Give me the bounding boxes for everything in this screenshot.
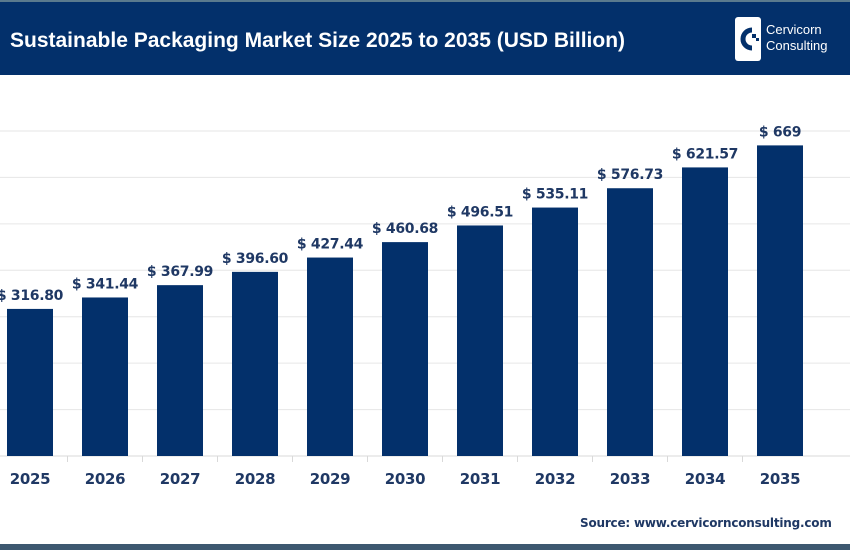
bar-2035 xyxy=(757,145,803,456)
data-label-2032: $ 535.11 xyxy=(522,187,588,203)
bar-2034 xyxy=(682,167,728,456)
x-tick-label-2030: 2030 xyxy=(385,470,426,488)
data-label-2028: $ 396.60 xyxy=(222,251,289,267)
logo-line-2: Consulting xyxy=(766,38,828,53)
bar-2026 xyxy=(82,297,128,456)
data-label-2033: $ 576.73 xyxy=(597,167,663,183)
bar-2030 xyxy=(382,242,428,456)
x-tick-label-2033: 2033 xyxy=(610,470,651,488)
data-label-2025: $ 316.80 xyxy=(0,288,64,304)
data-label-2029: $ 427.44 xyxy=(297,237,364,253)
bar-chart: $ 316.80 2025 $ 341.44 2026 $ 367.99 2027 $ 39… xyxy=(0,124,850,488)
data-label-2027: $ 367.99 xyxy=(147,264,213,280)
bar-2031 xyxy=(457,225,503,456)
cervicorn-logo-icon xyxy=(735,17,761,61)
bar-2032 xyxy=(532,207,578,456)
bar-2028 xyxy=(232,271,278,456)
bar-2029 xyxy=(307,257,353,456)
x-tick-label-2026: 2026 xyxy=(85,470,126,488)
chart-title: Sustainable Packaging Market Size 2025 t… xyxy=(10,29,626,52)
bar-2033 xyxy=(607,188,653,457)
bar-2025 xyxy=(7,308,53,456)
data-label-2026: $ 341.44 xyxy=(72,276,139,292)
data-label-2030: $ 460.68 xyxy=(372,221,438,237)
logo-text: Cervicorn Consulting xyxy=(766,22,827,54)
x-tick-label-2027: 2027 xyxy=(160,470,201,488)
source-note: Source: www.cervicornconsulting.com xyxy=(580,516,832,530)
x-tick-label-2029: 2029 xyxy=(310,470,351,488)
x-tick-label-2025: 2025 xyxy=(10,470,51,488)
data-label-2031: $ 496.51 xyxy=(447,204,513,220)
bottom-border xyxy=(0,544,850,550)
data-label-2035: $ 669 xyxy=(759,124,801,140)
data-label-2034: $ 621.57 xyxy=(672,146,738,162)
x-tick-label-2028: 2028 xyxy=(235,470,276,488)
header-banner: Sustainable Packaging Market Size 2025 t… xyxy=(0,0,850,75)
logo-line-1: Cervicorn xyxy=(766,22,822,37)
x-tick-label-2031: 2031 xyxy=(460,470,501,488)
bar-2027 xyxy=(157,285,203,456)
x-tick-label-2034: 2034 xyxy=(685,470,726,488)
x-tick-label-2035: 2035 xyxy=(760,470,801,488)
x-tick-label-2032: 2032 xyxy=(535,470,576,488)
